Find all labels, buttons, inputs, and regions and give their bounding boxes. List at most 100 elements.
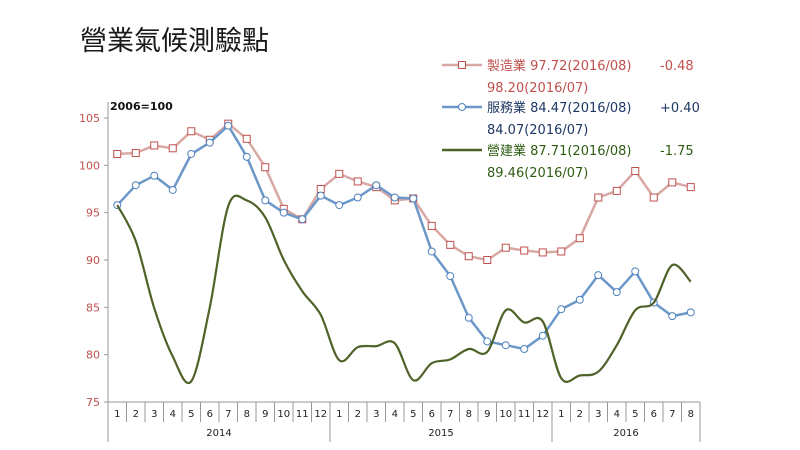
point-manufacturing bbox=[612, 186, 621, 195]
point-services bbox=[224, 121, 233, 130]
point-services bbox=[168, 185, 177, 194]
point-manufacturing bbox=[594, 193, 603, 202]
x-tick-label: 3 bbox=[373, 409, 379, 420]
point-services bbox=[575, 295, 584, 304]
point-manufacturing bbox=[150, 141, 159, 150]
legend-prev-services: 84.07(2016/07) bbox=[487, 123, 588, 138]
x-tick-label: 10 bbox=[277, 409, 290, 420]
x-tick-label: 1 bbox=[558, 409, 564, 420]
point-manufacturing bbox=[686, 183, 695, 192]
point-manufacturing bbox=[446, 240, 455, 249]
point-manufacturing bbox=[316, 185, 325, 193]
series-line-construction bbox=[116, 194, 692, 385]
series-layer bbox=[113, 119, 695, 385]
point-manufacturing bbox=[538, 248, 547, 257]
x-tick-label: 5 bbox=[632, 409, 638, 420]
x-tick-label: 1 bbox=[336, 409, 342, 420]
point-services bbox=[298, 215, 307, 224]
point-manufacturing bbox=[353, 177, 362, 186]
x-tick-label: 2 bbox=[133, 409, 139, 420]
y-tick-label: 95 bbox=[86, 207, 100, 220]
x-tick-label: 3 bbox=[151, 409, 157, 420]
point-manufacturing bbox=[464, 252, 473, 261]
x-tick-label: 12 bbox=[536, 409, 549, 420]
point-manufacturing bbox=[427, 221, 436, 230]
point-manufacturing bbox=[335, 169, 344, 178]
point-manufacturing bbox=[649, 193, 658, 202]
x-tick-label: 4 bbox=[614, 409, 620, 420]
point-services bbox=[538, 331, 547, 340]
point-manufacturing bbox=[483, 256, 492, 264]
y-tick-label: 85 bbox=[86, 301, 100, 314]
legend: 製造業 97.72(2016/08) -0.48 98.20(2016/07) 服務業… bbox=[442, 58, 700, 181]
x-tick-label: 2 bbox=[577, 409, 583, 420]
series-line-services bbox=[116, 124, 692, 351]
point-manufacturing bbox=[631, 167, 640, 176]
point-services bbox=[668, 312, 677, 321]
x-tick-label: 5 bbox=[188, 409, 194, 420]
point-services bbox=[335, 201, 344, 210]
x-tick-label: 6 bbox=[207, 409, 213, 420]
legend-label-services: 服務業 84.47(2016/08) bbox=[487, 100, 632, 116]
point-services bbox=[409, 194, 418, 203]
x-tick-label: 3 bbox=[595, 409, 601, 420]
point-manufacturing bbox=[242, 134, 251, 143]
point-services bbox=[612, 288, 621, 297]
point-services bbox=[446, 272, 455, 281]
y-tick-label: 90 bbox=[86, 254, 100, 267]
y-tick-label: 100 bbox=[79, 159, 100, 172]
legend-marker-services bbox=[458, 103, 466, 111]
x-tick-label: 12 bbox=[314, 409, 327, 420]
x-tick-label: 8 bbox=[244, 409, 250, 420]
x-tick-label: 6 bbox=[651, 409, 657, 420]
point-services bbox=[316, 191, 325, 200]
point-manufacturing bbox=[557, 247, 566, 256]
point-services bbox=[279, 208, 288, 217]
x-tick-label: 6 bbox=[429, 409, 435, 420]
point-services bbox=[131, 181, 140, 190]
x-tick-label: 7 bbox=[447, 409, 453, 420]
x-tick-label: 10 bbox=[499, 409, 512, 420]
point-services bbox=[390, 193, 399, 202]
point-services bbox=[464, 313, 473, 322]
year-label: 2016 bbox=[613, 428, 638, 439]
y-tick-label: 80 bbox=[86, 349, 100, 362]
point-services bbox=[205, 138, 214, 147]
x-tick-label: 9 bbox=[484, 409, 490, 420]
point-services bbox=[261, 196, 270, 205]
x-tick-label: 4 bbox=[392, 409, 398, 420]
x-tick-label: 5 bbox=[410, 409, 416, 420]
point-services bbox=[594, 271, 603, 280]
point-services bbox=[631, 267, 640, 276]
x-tick-label: 1 bbox=[114, 409, 120, 420]
legend-change-construction: -1.75 bbox=[660, 144, 694, 159]
point-services bbox=[242, 152, 251, 161]
chart-title: 營業氣候測驗點 bbox=[80, 26, 269, 57]
x-tick-label: 11 bbox=[296, 409, 309, 420]
x-tick-label: 4 bbox=[170, 409, 176, 420]
point-manufacturing bbox=[261, 163, 270, 172]
x-tick-label: 7 bbox=[669, 409, 675, 420]
point-services bbox=[150, 171, 159, 180]
year-label: 2014 bbox=[206, 428, 231, 439]
x-tick-label: 11 bbox=[518, 409, 531, 420]
x-tick-label: 8 bbox=[688, 409, 694, 420]
x-tick-label: 2 bbox=[355, 409, 361, 420]
year-label: 2015 bbox=[428, 428, 453, 439]
x-tick-label: 9 bbox=[262, 409, 268, 420]
point-manufacturing bbox=[575, 234, 584, 243]
point-services bbox=[427, 247, 436, 256]
base-year-note: 2006=100 bbox=[110, 100, 173, 113]
point-services bbox=[372, 181, 381, 190]
legend-label-construction: 營建業 87.71(2016/08) bbox=[487, 143, 632, 159]
x-tick-label: 7 bbox=[225, 409, 231, 420]
point-manufacturing bbox=[668, 178, 677, 187]
point-services bbox=[483, 337, 492, 346]
legend-change-manufacturing: -0.48 bbox=[660, 59, 694, 74]
point-services bbox=[557, 305, 566, 314]
legend-change-services: +0.40 bbox=[660, 101, 700, 116]
point-manufacturing bbox=[501, 243, 510, 252]
point-manufacturing bbox=[131, 149, 140, 158]
